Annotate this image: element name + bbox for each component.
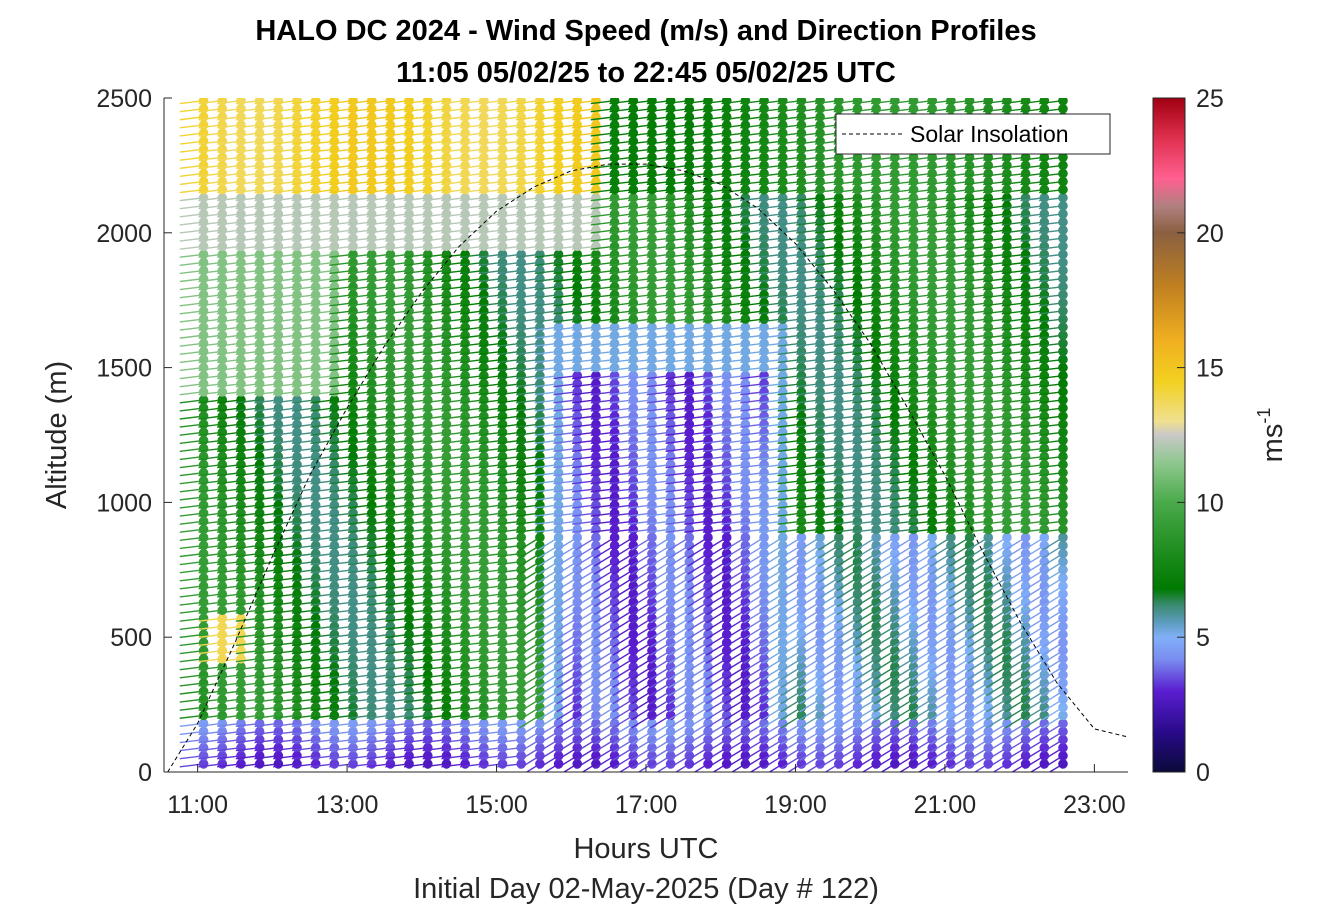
wind-barbs-layer: [179, 98, 1068, 772]
chart-title: HALO DC 2024 - Wind Speed (m/s) and Dire…: [255, 15, 1036, 47]
chart-subtitle: 11:05 05/02/25 to 22:45 05/02/25 UTC: [396, 57, 896, 89]
